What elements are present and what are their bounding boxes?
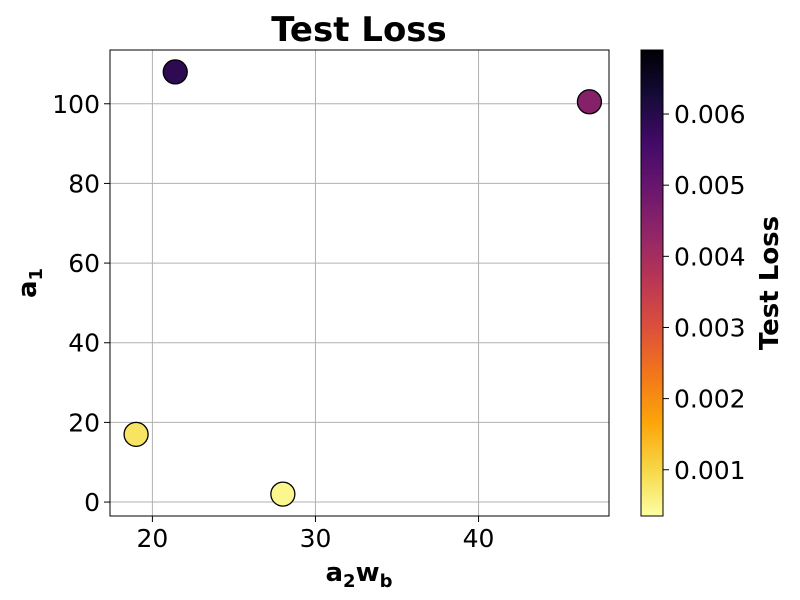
colorbar-tick-label: 0.005 (674, 171, 746, 200)
colorbar (640, 49, 664, 517)
colorbar-tick-label: 0.003 (674, 313, 746, 342)
y-tick-label: 60 (68, 249, 100, 278)
y-tick-label: 100 (52, 90, 100, 119)
y-tick-label: 40 (68, 329, 100, 358)
y-axis-label: a1 (13, 268, 47, 298)
x-axis-label: a2wb (326, 558, 393, 592)
chart-title: Test Loss (271, 10, 447, 50)
x-tick-label: 20 (136, 524, 168, 553)
colorbar-label: Test Loss (755, 216, 785, 350)
data-points (123, 59, 603, 507)
scatter-point (576, 89, 603, 115)
colorbar-tick-label: 0.002 (674, 385, 746, 414)
plot-frame (109, 49, 610, 517)
grid-lines (110, 50, 609, 516)
y-tick-label: 20 (68, 408, 100, 437)
scatter-point (270, 481, 296, 507)
scatter-point (123, 421, 149, 448)
x-tick-label: 30 (300, 524, 332, 553)
y-tick-label: 0 (84, 488, 100, 517)
colorbar-tick-label: 0.006 (674, 100, 746, 129)
colorbar-ticks: 0.001 0.002 0.003 0.004 0.005 0.006 (663, 100, 746, 485)
y-tick-label: 80 (68, 169, 100, 198)
y-axis-ticks: 0 20 40 60 80 100 (52, 90, 110, 517)
x-tick-label: 40 (463, 524, 495, 553)
colorbar-tick-label: 0.001 (674, 456, 746, 485)
colorbar-tick-label: 0.004 (674, 242, 746, 271)
x-axis-ticks: 20 30 40 (136, 516, 494, 553)
scatter-point (162, 59, 188, 85)
